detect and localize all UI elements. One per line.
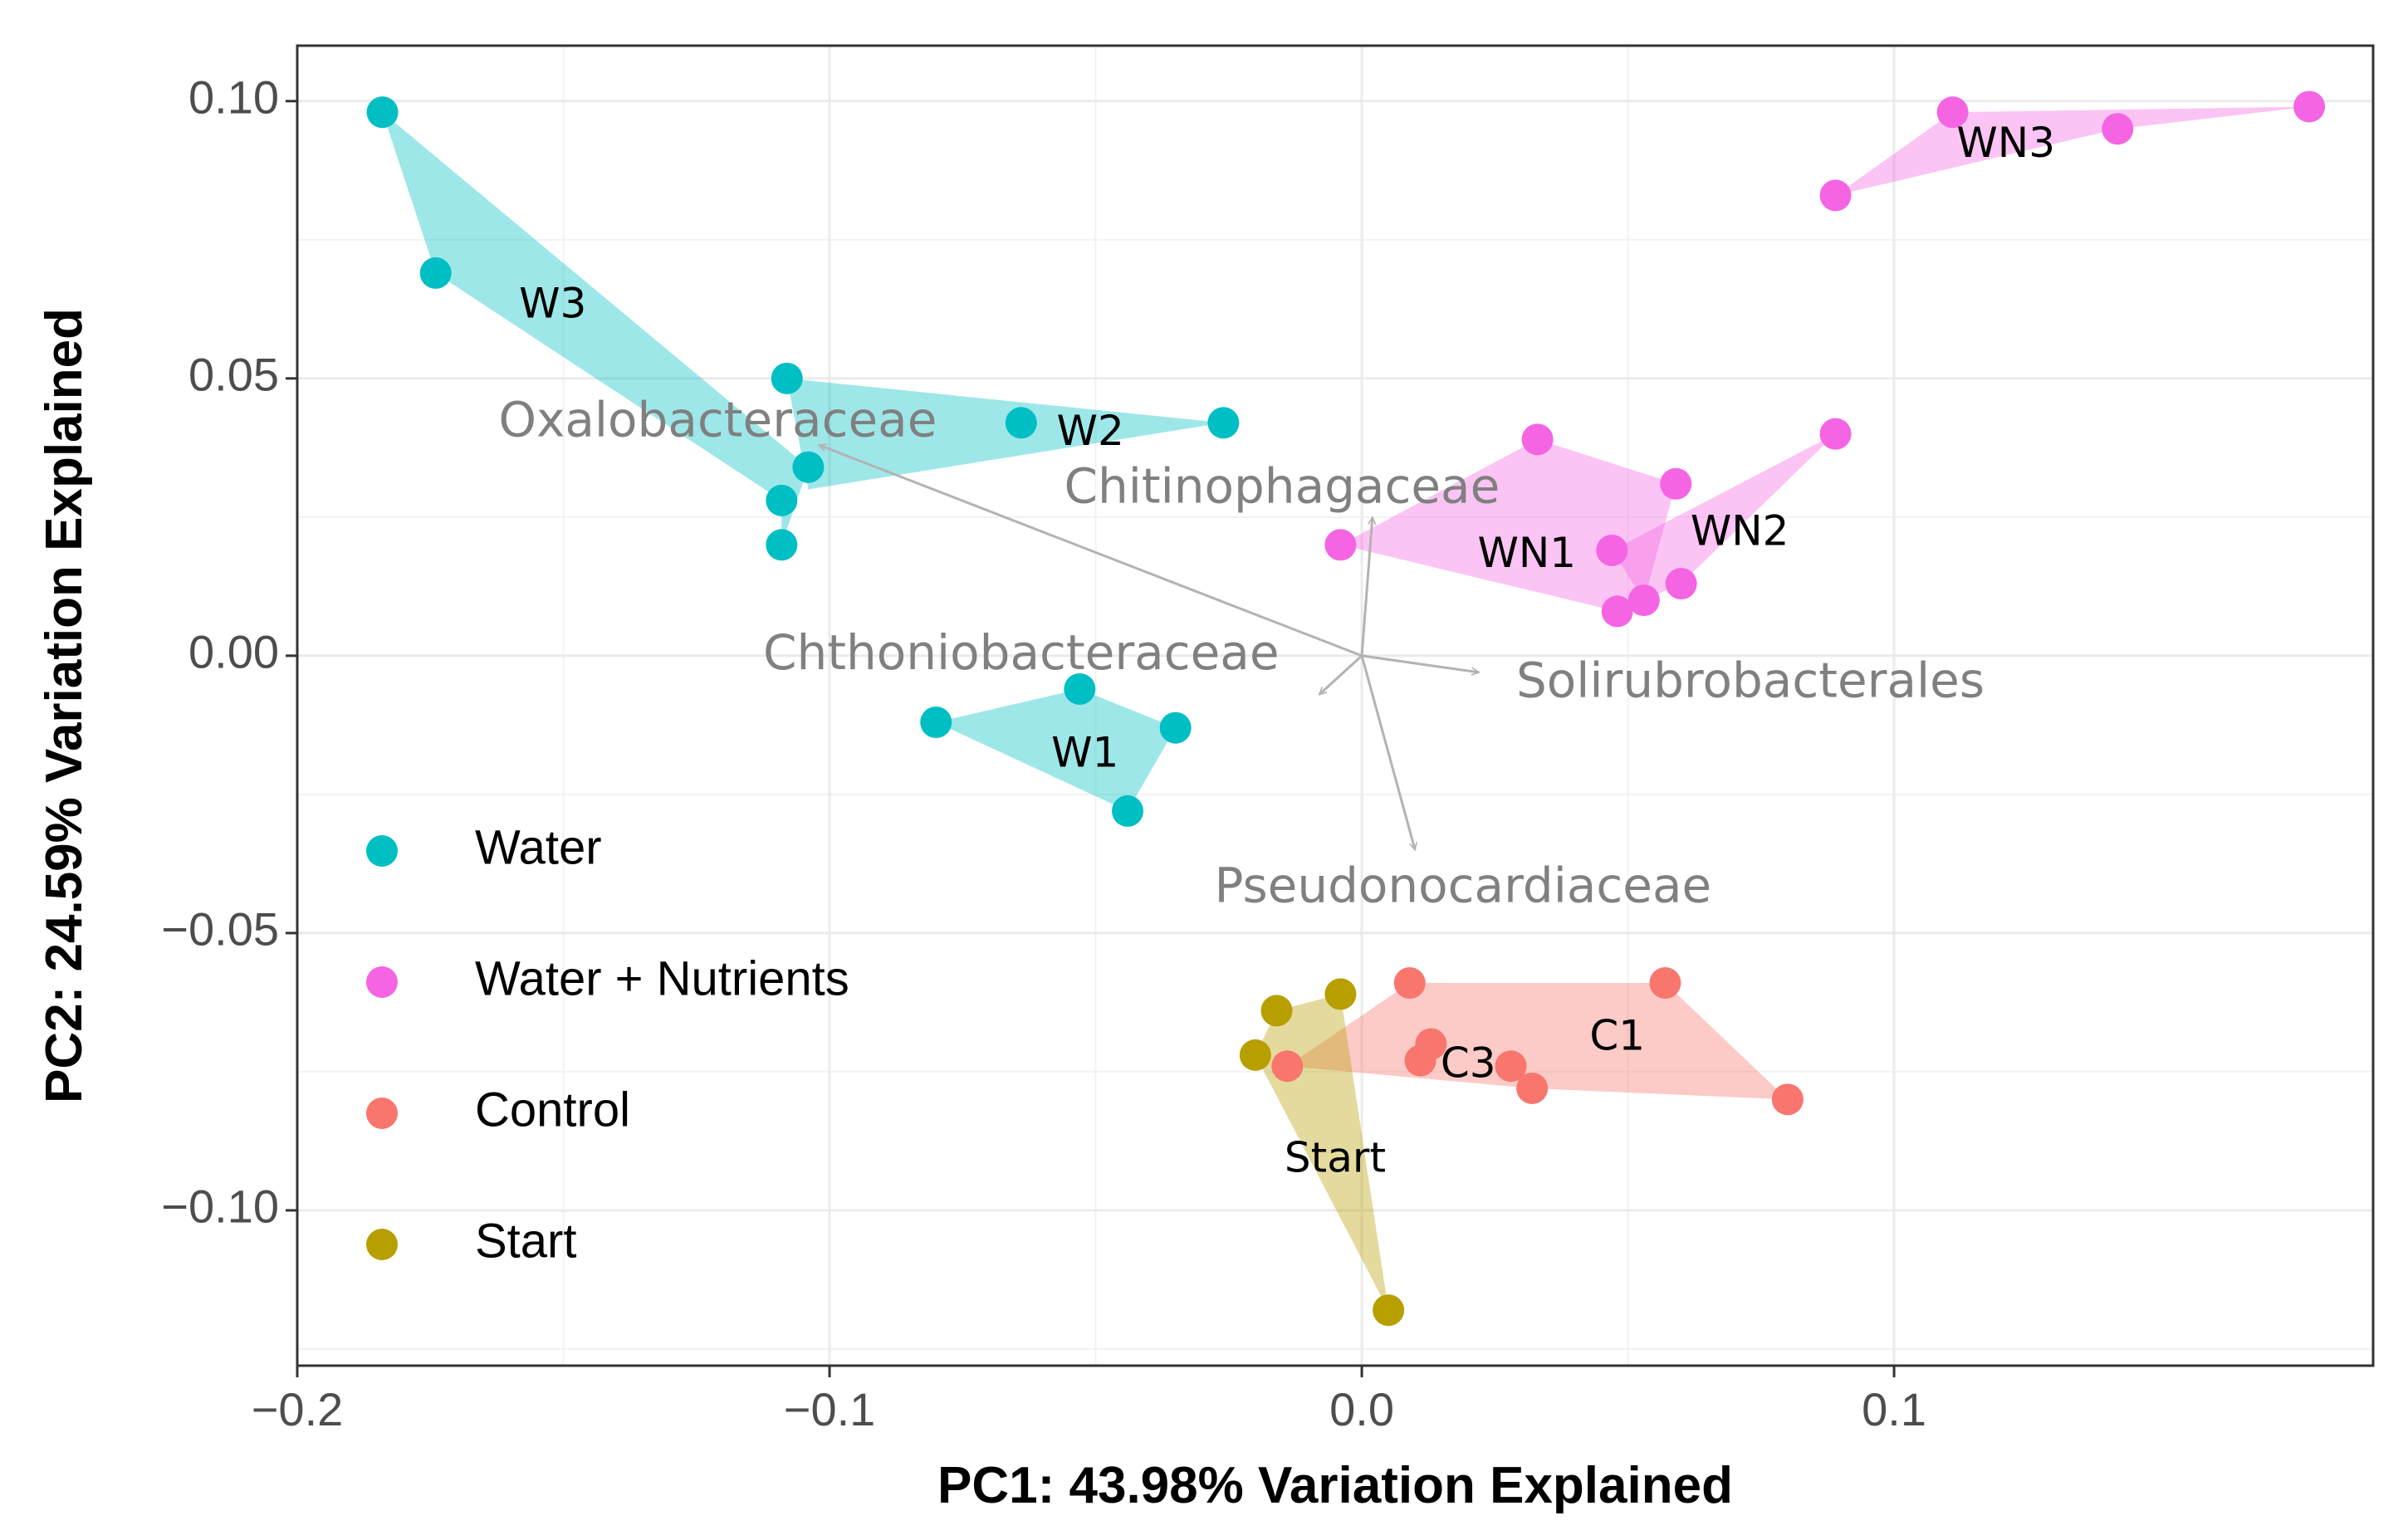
point-control-c3: [1271, 1050, 1304, 1083]
point-start-start: [1373, 1294, 1405, 1327]
group-label-wn3: WN3: [1956, 119, 2055, 167]
point-water-w3: [766, 529, 798, 561]
y-tick-label: 0.10: [188, 71, 279, 124]
point-water-w1: [920, 706, 952, 739]
point-water-w1: [1159, 711, 1192, 744]
point-control-c1: [1393, 967, 1426, 1000]
y-tick-label: −0.10: [161, 1181, 279, 1233]
hull-wn1: [1340, 439, 1676, 612]
point-water-nutrients-wn1: [1521, 423, 1554, 456]
point-water-w1: [1112, 794, 1143, 827]
data-points: [366, 90, 2326, 1327]
hull-wn2: [1612, 433, 1836, 601]
point-control-c3: [1495, 1050, 1527, 1083]
point-control-c3: [1404, 1044, 1436, 1077]
panel-border: [296, 44, 2375, 1367]
legend-label-start: Start: [475, 1214, 577, 1268]
point-water-w2: [792, 451, 825, 483]
point-control-c1: [1771, 1083, 1804, 1116]
point-water-nutrients-wn1: [1324, 529, 1357, 561]
point-water-nutrients-wn1: [1601, 595, 1633, 628]
point-water-nutrients-wn2: [1819, 418, 1852, 450]
y-axis-title: PC2: 24.59% Variation Explained: [36, 308, 93, 1103]
x-tick-label: −0.1: [784, 1383, 876, 1435]
point-water-w2: [1005, 407, 1037, 439]
group-label-start: Start: [1285, 1133, 1386, 1181]
hull-w1: [936, 688, 1176, 811]
point-water-w3: [419, 257, 452, 289]
x-tick-label: −0.2: [252, 1383, 344, 1435]
point-start-start: [1260, 995, 1293, 1027]
y-tick-label: 0.00: [188, 626, 279, 678]
x-axis-title: PC1: 43.98% Variation Explained: [937, 1457, 1733, 1514]
loading-arrow-chthoniobacteraceae: [1319, 654, 1363, 695]
hull-wn3: [1835, 106, 2310, 196]
point-water-nutrients-wn1: [1596, 534, 1628, 566]
point-water-w1: [1064, 672, 1096, 705]
loading-arrow-oxalobacteraceae: [819, 445, 1363, 658]
legend-key-control: [366, 1098, 398, 1129]
group-label-w3: W3: [519, 279, 586, 327]
legend-label-control: Control: [475, 1083, 630, 1137]
point-water-nutrients-wn3: [2102, 113, 2134, 145]
point-water-nutrients-wn3: [2293, 90, 2326, 123]
taxon-label-oxalobacteraceae: Oxalobacteraceae: [498, 391, 937, 447]
legend-label-water: Water: [475, 820, 602, 874]
loading-arrow-solirubrobacterales: [1361, 654, 1479, 672]
point-control-c1: [1649, 967, 1681, 1000]
group-label-c3: C3: [1441, 1039, 1496, 1088]
taxon-labels: Oxalobacteraceae Chitinophagaceae Chthonio…: [498, 391, 1985, 913]
group-labels: W3 W2 W1 WN3 WN1 WN2 C3 C1 Start: [519, 119, 2055, 1182]
group-label-w2: W2: [1057, 407, 1124, 455]
grid-lines: [296, 46, 2373, 1366]
group-label-wn2: WN2: [1691, 506, 1789, 555]
x-tick-label: 0.0: [1329, 1383, 1394, 1435]
point-start-start: [1324, 978, 1357, 1010]
taxon-label-pseudonocardiaceae: Pseudonocardiaceae: [1214, 858, 1711, 914]
legend-key-start: [366, 1229, 398, 1260]
legend: Water Water + Nutrients Control Start: [366, 820, 849, 1268]
loading-arrows: [819, 445, 1479, 850]
legend-key-water-nutrients: [366, 966, 398, 998]
point-water-w3: [366, 96, 399, 129]
loading-arrow-pseudonocardiaceae: [1360, 655, 1415, 850]
hull-w3: [382, 112, 809, 545]
loading-arrow-chitinophagaceae: [1360, 517, 1373, 656]
point-water-nutrients-wn3: [1936, 96, 1969, 129]
point-water-nutrients-wn2: [1665, 568, 1697, 600]
point-start-start: [1239, 1039, 1271, 1071]
point-water-w3: [766, 484, 798, 516]
point-control-c1: [1516, 1072, 1549, 1104]
point-water-w2: [1207, 407, 1240, 439]
legend-label-water-nutrients: Water + Nutrients: [475, 951, 849, 1005]
group-label-wn1: WN1: [1477, 529, 1576, 577]
point-water-nutrients-wn1: [1660, 467, 1692, 500]
x-tick-label: 0.1: [1862, 1383, 1926, 1435]
taxon-label-solirubrobacterales: Solirubrobacterales: [1516, 652, 1985, 708]
axes: −0.2 −0.1 0.0 0.1 0.10 0.05 0.00 −0.05 −0.10: [161, 71, 1926, 1435]
point-water-nutrients-wn2: [1627, 584, 1660, 617]
y-tick-label: −0.05: [161, 903, 279, 956]
point-water-w2: [771, 362, 803, 394]
y-tick-label: 0.05: [188, 349, 279, 401]
group-label-c1: C1: [1589, 1011, 1645, 1059]
legend-key-water: [366, 835, 398, 867]
hull-w2: [786, 378, 1224, 490]
group-hulls: [382, 106, 2310, 1311]
point-water-nutrients-wn3: [1819, 179, 1852, 212]
taxon-label-chthoniobacteraceae: Chthoniobacteraceae: [763, 624, 1279, 681]
group-label-w1: W1: [1051, 729, 1118, 777]
taxon-label-chitinophagaceae: Chitinophagaceae: [1065, 458, 1500, 515]
